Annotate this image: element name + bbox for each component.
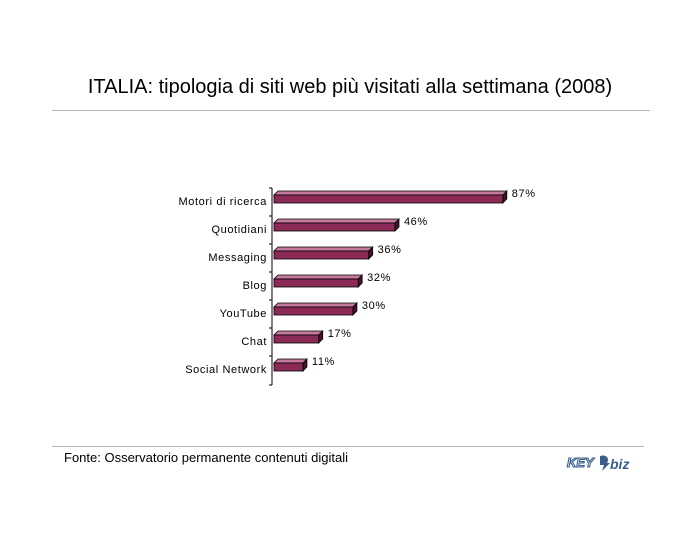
category-label: Messaging [208,252,267,264]
category-label: Motori di ricerca [179,196,268,208]
bar [273,250,370,260]
bar-top-face [273,218,400,224]
source-note: Fonte: Osservatorio permanente contenuti… [64,450,348,465]
bar [273,334,320,344]
bar-top-face [273,190,508,196]
logo-biz-text: biz [610,456,629,472]
bar [273,278,359,288]
bar-top-face [273,358,308,364]
bar-top-face [273,274,364,280]
logo-mark-icon [600,455,610,471]
bar [273,306,354,316]
bar [273,194,504,204]
logo-key-text: KEY [567,455,595,470]
value-label: 32% [367,272,391,284]
bar [273,362,304,372]
bar [273,222,396,232]
value-label: 87% [512,188,536,200]
chart-title: ITALIA: tipologia di siti web più visita… [87,76,613,98]
category-label: Chat [241,336,267,348]
category-label: Quotidiani [211,224,267,236]
bar-top-face [273,246,374,252]
title-divider [52,110,650,111]
value-label: 30% [362,300,386,312]
value-label: 17% [328,328,352,340]
value-label: 46% [404,216,428,228]
bar-top-face [273,330,324,336]
value-label: 36% [378,244,402,256]
value-label: 11% [312,356,335,368]
bar-top-face [273,302,358,308]
key4biz-logo: KEY biz [566,454,629,472]
category-label: Blog [243,280,267,292]
footer-divider [52,446,644,447]
category-label: Social Network [185,364,267,376]
category-label: YouTube [220,308,267,320]
